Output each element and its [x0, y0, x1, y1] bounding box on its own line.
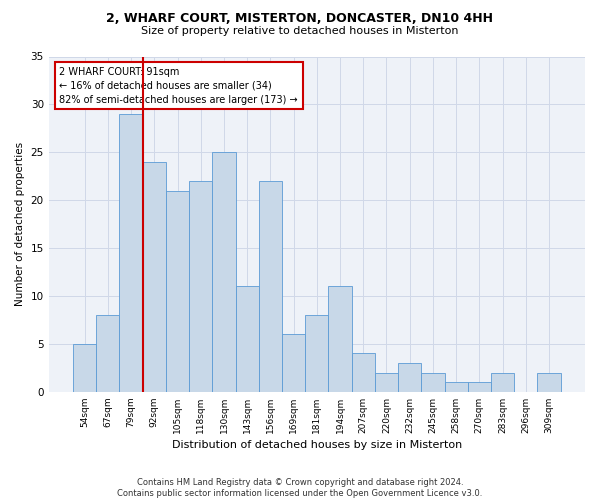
Bar [96, 315, 119, 392]
Bar [143, 162, 166, 392]
Text: Size of property relative to detached houses in Misterton: Size of property relative to detached ho… [141, 26, 459, 36]
Text: 2 WHARF COURT: 91sqm
← 16% of detached houses are smaller (34)
82% of semi-detac: 2 WHARF COURT: 91sqm ← 16% of detached h… [59, 66, 298, 104]
Bar [73, 344, 96, 392]
X-axis label: Distribution of detached houses by size in Misterton: Distribution of detached houses by size … [172, 440, 462, 450]
Y-axis label: Number of detached properties: Number of detached properties [15, 142, 25, 306]
Bar [352, 354, 375, 392]
Text: 2, WHARF COURT, MISTERTON, DONCASTER, DN10 4HH: 2, WHARF COURT, MISTERTON, DONCASTER, DN… [107, 12, 493, 26]
Bar [236, 286, 259, 392]
Bar [189, 181, 212, 392]
Bar [468, 382, 491, 392]
Bar [119, 114, 143, 392]
Text: Contains HM Land Registry data © Crown copyright and database right 2024.
Contai: Contains HM Land Registry data © Crown c… [118, 478, 482, 498]
Bar [398, 363, 421, 392]
Bar [166, 190, 189, 392]
Bar [421, 372, 445, 392]
Bar [538, 372, 560, 392]
Bar [491, 372, 514, 392]
Bar [212, 152, 236, 392]
Bar [259, 181, 282, 392]
Bar [282, 334, 305, 392]
Bar [445, 382, 468, 392]
Bar [375, 372, 398, 392]
Bar [305, 315, 328, 392]
Bar [328, 286, 352, 392]
